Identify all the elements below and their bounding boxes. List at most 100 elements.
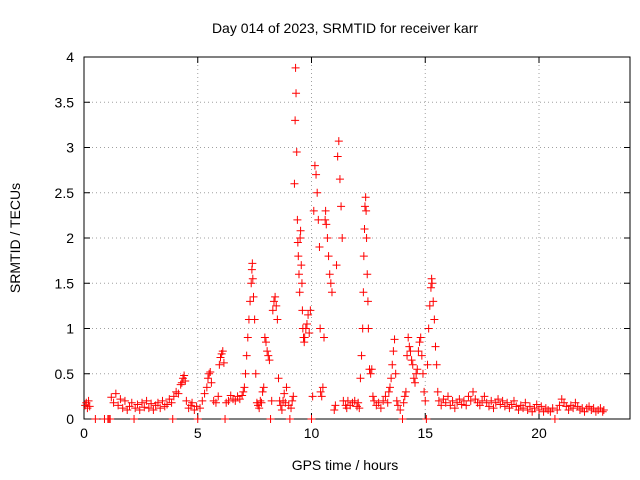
data-point [259, 383, 268, 392]
data-point [295, 288, 304, 297]
data-point [246, 297, 255, 306]
y-tick-label: 1.5 [55, 275, 75, 291]
data-point [338, 234, 347, 242]
x-tick-label: 20 [531, 425, 547, 441]
data-point [432, 360, 441, 369]
data-point [417, 351, 426, 360]
data-point [362, 234, 371, 242]
data-point [466, 396, 475, 405]
data-point [334, 137, 343, 146]
y-axis-ticks: 0 0.5 1 1.5 2 2.5 3 3.5 4 [55, 49, 630, 427]
data-point [484, 402, 493, 411]
data-point [489, 404, 498, 413]
data-point [169, 392, 178, 401]
data-point [374, 398, 383, 407]
data-point [359, 252, 368, 261]
data-point [459, 396, 468, 405]
data-point [273, 315, 282, 324]
data-point [291, 63, 300, 72]
data-point [202, 383, 211, 392]
x-axis-ticks: 0 5 10 15 20 [80, 57, 547, 441]
data-point [359, 288, 368, 297]
data-point [411, 378, 420, 387]
x-tick-label: 0 [80, 425, 88, 441]
data-point [238, 391, 247, 400]
data-point [153, 398, 162, 407]
data-point [267, 396, 276, 405]
data-point [422, 415, 431, 423]
data-point [276, 401, 285, 410]
y-axis-label: SRMTID / TECUs [7, 183, 23, 293]
data-point [350, 396, 359, 405]
data-point [514, 405, 523, 414]
data-point [366, 369, 375, 378]
data-point [548, 404, 557, 413]
data-point [290, 179, 299, 188]
data-point [243, 333, 252, 342]
data-point [450, 404, 459, 413]
data-point [414, 347, 423, 356]
data-point [196, 404, 205, 413]
data-point [239, 387, 248, 396]
data-point [292, 148, 301, 157]
data-point [398, 415, 407, 423]
data-point [503, 398, 512, 407]
data-points [81, 63, 608, 423]
data-point [362, 206, 371, 215]
data-point [203, 374, 212, 383]
data-point [420, 387, 429, 396]
data-point [469, 387, 478, 396]
data-point [285, 415, 294, 423]
y-tick-label: 4 [66, 49, 74, 65]
data-point [312, 170, 321, 179]
data-point [192, 402, 201, 411]
data-point [409, 374, 418, 383]
data-point [599, 405, 608, 414]
data-point [370, 396, 379, 405]
data-point [455, 395, 464, 404]
data-point [297, 261, 306, 270]
data-point [569, 404, 578, 413]
data-point [425, 301, 434, 310]
data-point [388, 360, 397, 369]
data-point [321, 215, 330, 224]
data-point [107, 393, 116, 402]
data-point [176, 380, 185, 389]
data-point [269, 297, 278, 306]
data-point [354, 398, 363, 407]
data-point [221, 415, 230, 423]
data-point [426, 283, 435, 292]
data-point [207, 378, 216, 387]
data-point [211, 398, 220, 407]
data-point [429, 297, 438, 306]
data-point [266, 415, 275, 423]
y-tick-label: 0 [66, 411, 74, 427]
grid [84, 57, 630, 419]
data-point [318, 383, 327, 392]
data-point [306, 306, 315, 315]
data-point [294, 270, 303, 279]
data-point [287, 404, 296, 413]
data-point [85, 402, 94, 411]
y-tick-label: 3.5 [55, 94, 75, 110]
data-point [260, 333, 269, 342]
data-point [343, 396, 352, 405]
data-point [431, 342, 440, 351]
data-point [437, 401, 446, 410]
data-point [167, 398, 176, 407]
data-point [555, 401, 564, 410]
data-point [553, 405, 562, 414]
y-tick-label: 2 [66, 230, 74, 246]
data-point [241, 369, 250, 378]
data-point [135, 405, 144, 414]
data-point [257, 398, 266, 407]
data-point [265, 356, 274, 365]
data-point [133, 400, 142, 409]
data-point [205, 369, 214, 378]
y-tick-label: 0.5 [55, 366, 75, 382]
data-point [321, 206, 330, 215]
data-point [106, 415, 115, 423]
data-point [206, 367, 215, 376]
data-point [296, 234, 305, 242]
data-point [480, 392, 489, 401]
